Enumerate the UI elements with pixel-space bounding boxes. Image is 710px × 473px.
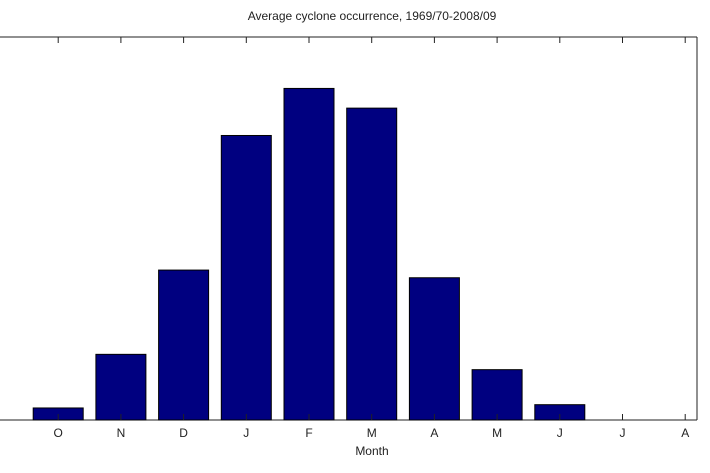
bar xyxy=(471,369,523,421)
x-axis-label: Month xyxy=(355,444,388,458)
bar xyxy=(158,269,210,421)
x-tick-label: M xyxy=(492,426,502,440)
x-tick-label: A xyxy=(430,426,438,440)
x-tick-label: N xyxy=(117,426,126,440)
chart-title: Average cyclone occurrence, 1969/70-2008… xyxy=(248,9,497,23)
x-tick-label: A xyxy=(681,426,689,440)
x-tick-label: J xyxy=(557,426,563,440)
bar xyxy=(283,87,335,421)
bar xyxy=(408,277,460,421)
bar xyxy=(95,353,147,421)
x-tick-label: D xyxy=(179,426,188,440)
x-tick-label: O xyxy=(54,426,63,440)
bar xyxy=(346,107,398,421)
x-tick-label: F xyxy=(305,426,312,440)
x-tick-label: J xyxy=(620,426,626,440)
bar xyxy=(220,134,272,421)
x-tick-label: J xyxy=(243,426,249,440)
x-tick-label: M xyxy=(367,426,377,440)
